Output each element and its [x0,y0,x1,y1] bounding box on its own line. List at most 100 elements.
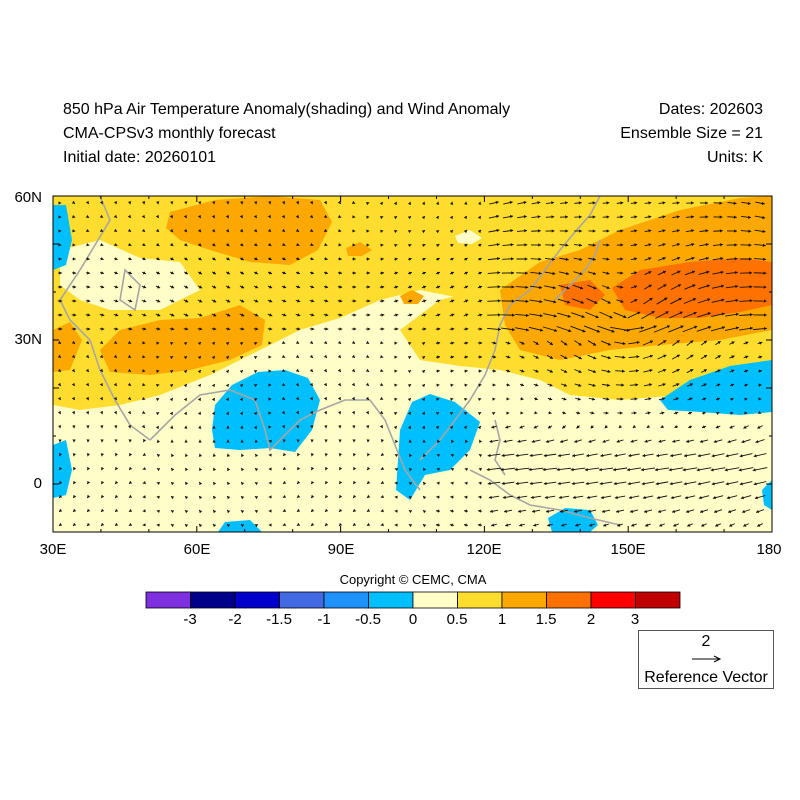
wind-arrowhead [142,396,146,401]
wind-arrowhead [380,439,385,443]
wind-arrowhead [87,313,91,317]
wind-arrowhead [656,453,660,458]
wind-arrowhead [464,355,468,359]
wind-arrowhead [295,410,299,415]
wind-arrowhead [101,508,105,512]
wind-arrowhead [552,271,556,276]
wind-arrowhead [395,439,399,444]
wind-arrowhead [127,382,132,386]
wind-arrowhead [225,397,229,402]
wind-arrowhead [676,201,680,205]
wind-arrowhead [735,312,739,317]
wind-arrowhead [586,453,590,458]
wind-arrowhead [726,496,730,500]
wind-arrowhead [338,214,342,218]
wind-arrowhead [409,285,413,289]
wind-arrowhead [538,271,542,275]
wind-arrowhead [197,383,201,388]
wind-arrowhead [227,467,231,472]
wind-arrowhead [99,228,104,232]
wind-arrowhead [197,370,201,374]
wind-arrowhead [599,481,603,486]
colorbar-box [590,591,636,609]
wind-arrowhead [86,243,90,247]
wind-arrowhead [380,480,384,485]
wind-arrowhead [423,467,427,472]
wind-arrowhead [730,397,734,401]
wind-arrowhead [579,257,583,261]
wind-arrowhead [239,342,244,346]
wind-arrowhead [648,243,652,247]
wind-arrowhead [566,300,571,304]
wind-arrowhead [352,453,357,457]
wind-arrowhead [450,244,454,247]
wind-arrowhead [113,396,117,401]
colorbar-box [368,591,414,609]
wind-arrowhead [477,426,481,430]
wind-arrowhead [226,243,230,247]
wind-arrowhead [240,243,244,247]
wind-arrowhead [449,523,453,527]
wind-arrowhead [212,271,216,275]
wind-arrowhead [707,312,711,316]
colorbar-box [323,591,369,609]
wind-arrowhead [679,311,683,315]
wind-arrowhead [552,286,556,290]
wind-arrowhead [311,522,315,526]
wind-arrowhead [620,257,624,261]
wind-arrowhead [463,229,467,234]
wind-arrowhead [692,284,696,288]
wind-arrowhead [72,257,76,261]
wind-arrowhead [339,313,343,317]
wind-arrowhead [324,439,328,443]
wind-arrowhead [127,214,131,218]
wind-arrowhead [198,453,202,457]
wind-arrowhead [58,439,62,443]
x-tick-label: 60E [183,541,211,558]
wind-arrowhead [212,439,216,443]
wind-arrowhead [268,243,272,246]
wind-arrowhead [620,285,624,289]
wind-arrowhead [713,439,717,444]
wind-arrowhead [268,201,272,205]
wind-arrowhead [367,452,371,457]
wind-arrowhead [581,314,585,319]
wind-arrowhead [337,354,341,358]
wind-arrowhead [199,299,203,303]
wind-arrowhead [142,466,146,471]
wind-arrowhead [757,410,762,414]
wind-arrowhead [239,397,243,402]
wind-arrowhead [478,454,483,458]
wind-arrowhead [592,271,597,276]
wind-arrowhead [141,214,145,219]
wind-arrowhead [156,468,161,472]
wind-arrowhead [642,453,646,458]
wind-arrowhead [607,369,611,373]
wind-arrowhead [254,439,258,443]
wind-arrowhead [565,229,569,233]
wind-arrowhead [170,271,174,275]
wind-arrowhead [676,243,680,247]
wind-arrowhead [367,299,371,303]
wind-arrowhead [142,341,146,345]
wind-arrowhead [197,228,201,233]
wind-arrowhead [295,368,299,372]
wind-arrowhead [450,383,454,387]
wind-arrowhead [649,354,653,358]
x-tick-label: 120E [466,541,502,558]
wind-arrowhead [717,341,721,345]
wind-arrowhead [141,410,146,414]
wind-arrowhead [352,257,356,261]
wind-arrowhead [380,229,384,233]
wind-arrowhead [394,454,399,458]
x-tick-label: 150E [610,541,646,558]
wind-arrowhead [637,311,641,315]
wind-arrowhead [85,411,90,415]
wind-arrowhead [156,341,160,345]
copyright-text: Copyright © CEMC, CMA [339,572,487,587]
wind-arrowhead [634,229,638,233]
wind-arrowhead [295,354,300,358]
wind-arrowhead [127,368,132,372]
wind-arrowhead [395,327,399,331]
wind-arrowhead [437,327,441,331]
